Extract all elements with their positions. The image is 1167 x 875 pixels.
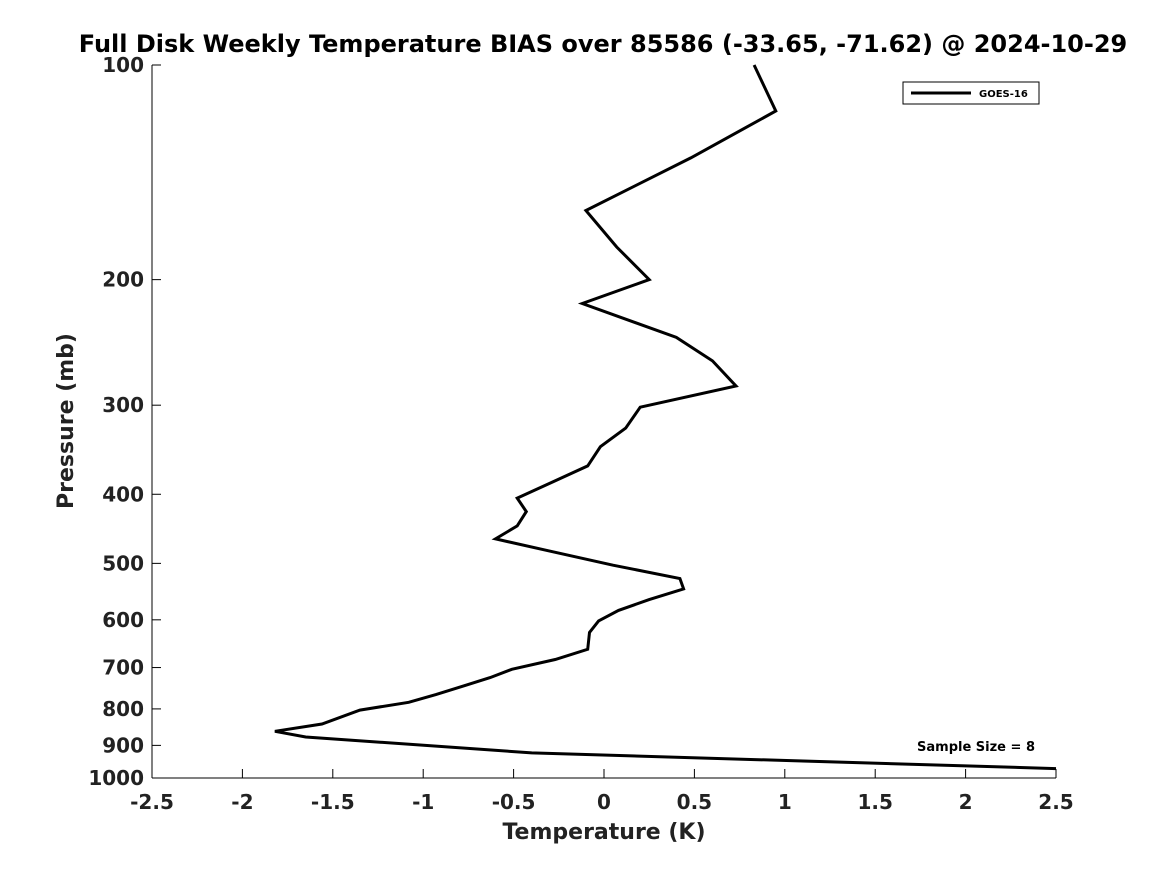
x-tick-label: -1 (412, 790, 434, 814)
y-tick-label: 1000 (88, 766, 144, 790)
x-tick-label: -2.5 (130, 790, 174, 814)
y-tick-label: 800 (102, 697, 144, 721)
sample-size-annotation: Sample Size = 8 (917, 740, 1035, 755)
x-tick-label: -1.5 (311, 790, 355, 814)
x-tick-label: 2.5 (1038, 790, 1073, 814)
y-tick-label: 600 (102, 608, 144, 632)
x-tick-label: 0 (597, 790, 611, 814)
x-tick-label: 2 (959, 790, 973, 814)
x-axis-label: Temperature (K) (502, 820, 705, 845)
chart-title: Full Disk Weekly Temperature BIAS over 8… (79, 30, 1127, 58)
plot-area (152, 65, 1056, 778)
y-tick-label: 300 (102, 393, 144, 417)
y-axis-label: Pressure (mb) (54, 333, 79, 509)
series-line-goes-16 (274, 64, 1057, 771)
legend: GOES-16 (902, 81, 1040, 105)
y-tick-label: 500 (102, 551, 144, 575)
x-tick-label: 1.5 (857, 790, 892, 814)
legend-label-goes-16: GOES-16 (979, 89, 1028, 100)
y-tick-label: 200 (102, 268, 144, 292)
y-tick-label: 400 (102, 482, 144, 506)
y-axis-ticks: 100 200 300 400 500 600 700 800 900 1000 (88, 53, 161, 790)
x-tick-label: -0.5 (492, 790, 536, 814)
x-tick-label: 1 (778, 790, 792, 814)
y-tick-label: 100 (102, 53, 144, 77)
y-tick-label: 900 (102, 733, 144, 757)
x-axis-ticks: -2.5 -2 -1.5 -1 -0.5 0 0.5 1 1.5 2 2.5 (130, 769, 1074, 814)
y-tick-label: 700 (102, 656, 144, 680)
series-layer (274, 64, 1057, 771)
x-tick-label: -2 (231, 790, 253, 814)
x-tick-label: 0.5 (677, 790, 712, 814)
